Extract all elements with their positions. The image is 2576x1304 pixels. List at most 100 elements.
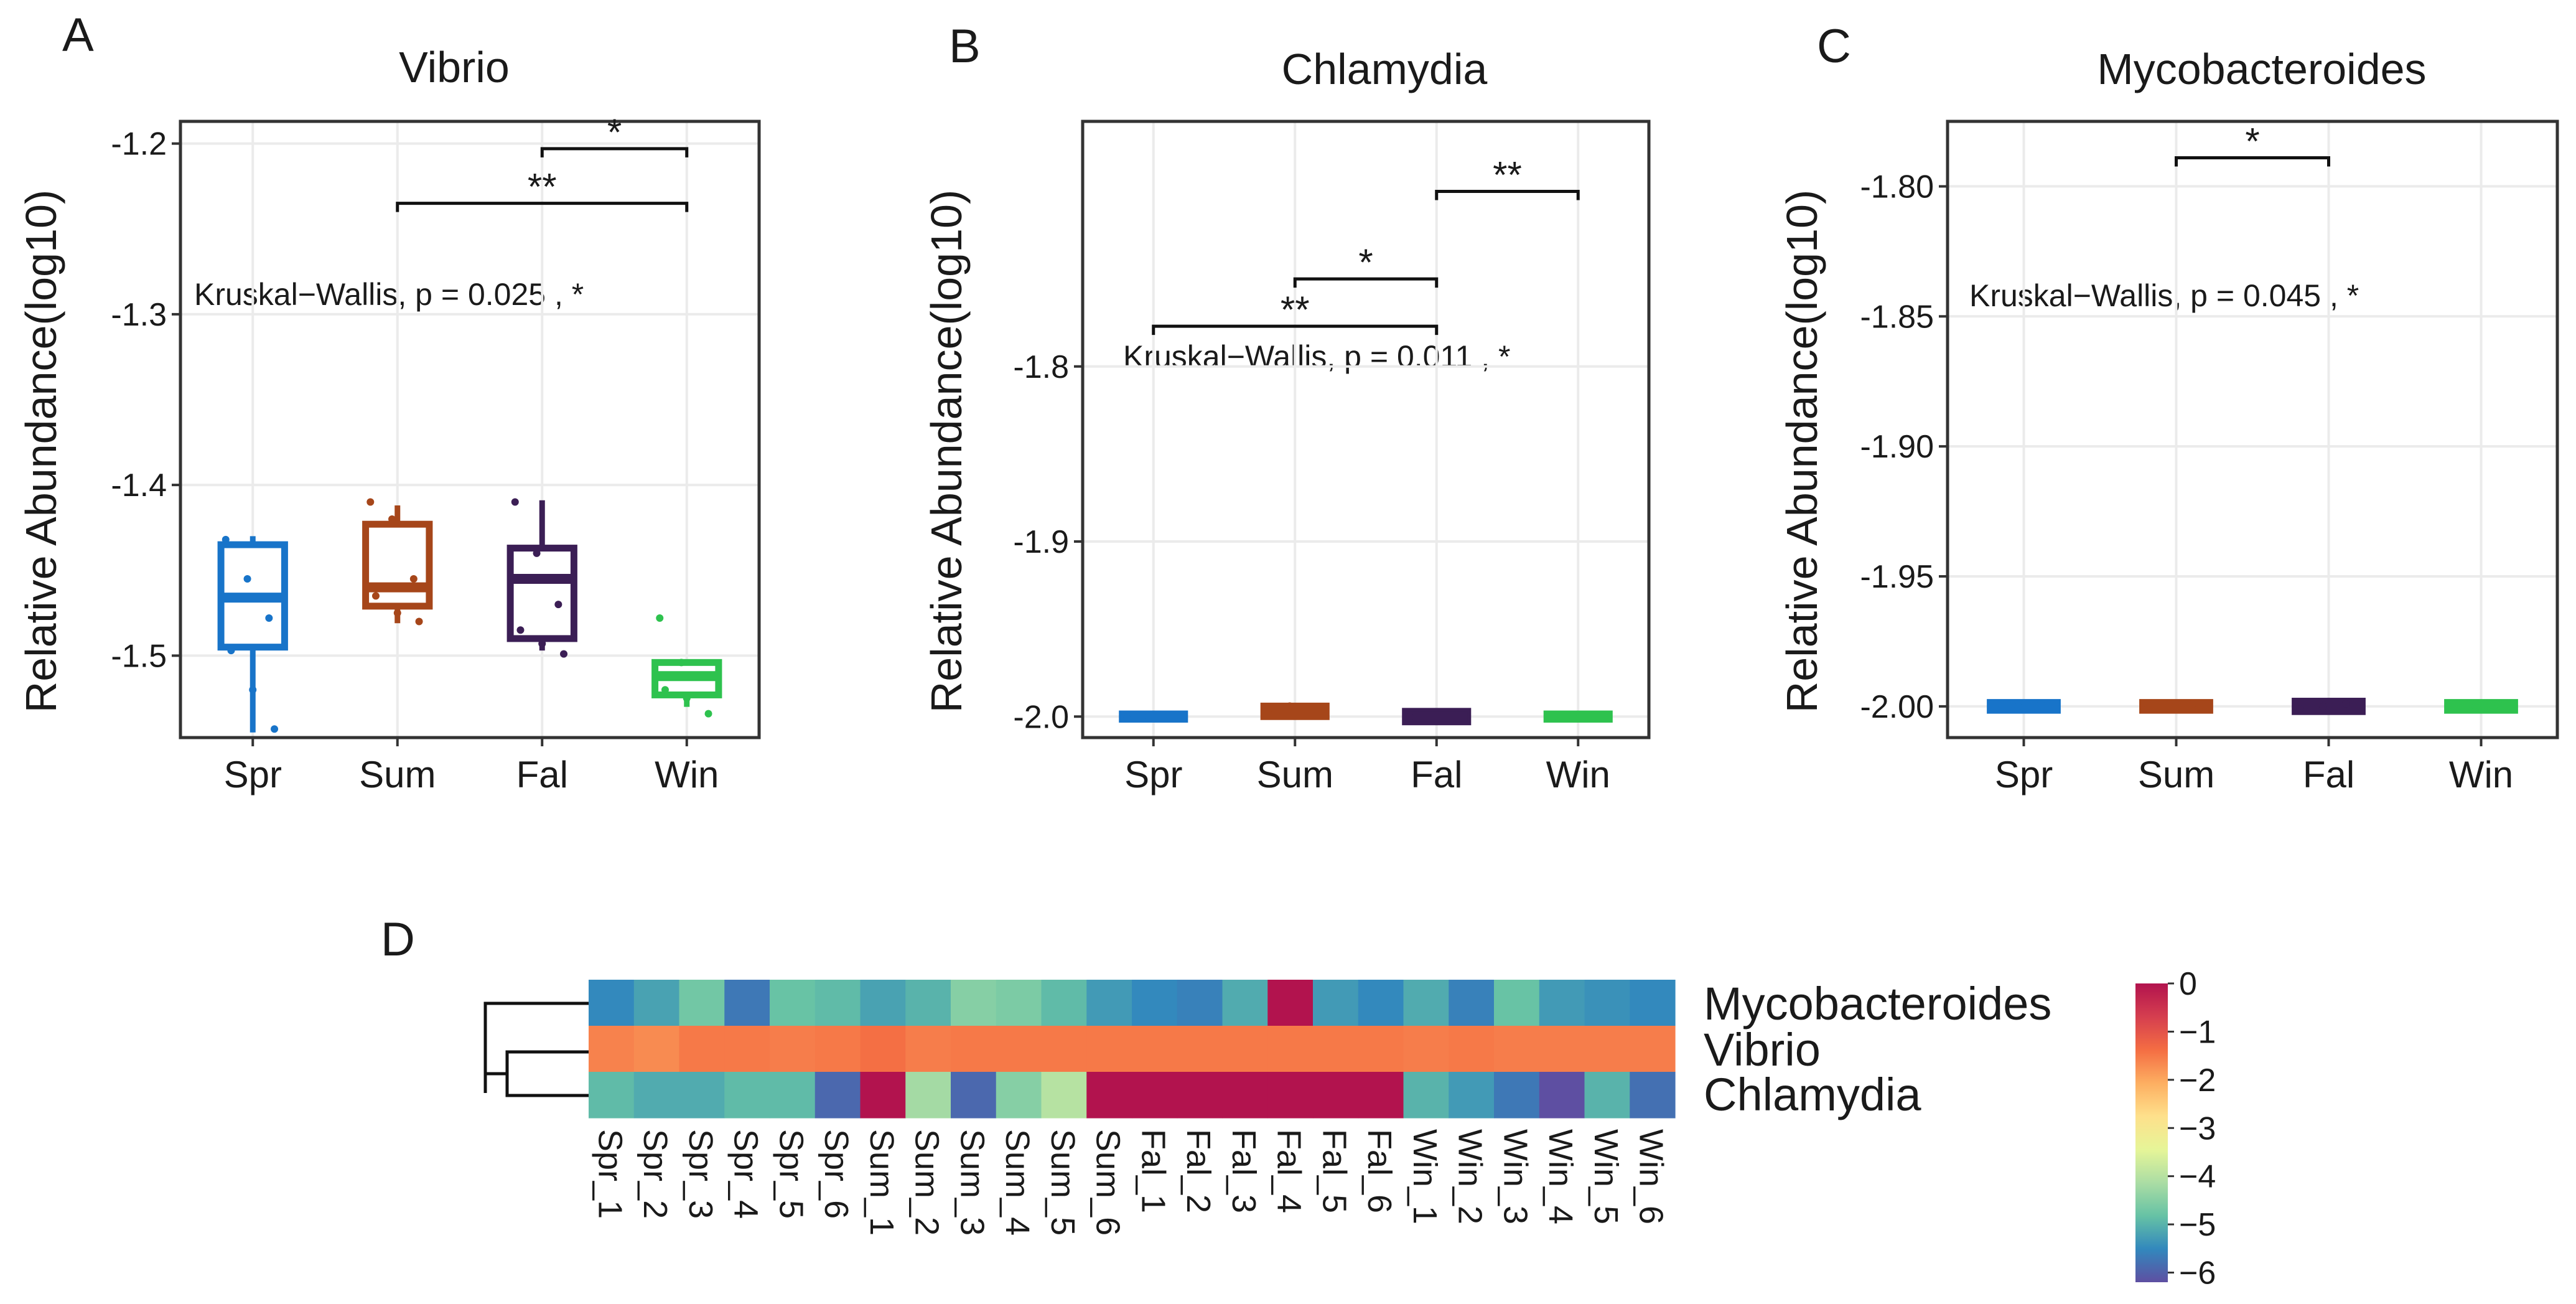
- y-tick-label: -2.00: [1860, 689, 1934, 725]
- x-tick-label: Spr: [1124, 754, 1182, 795]
- heatmap-cell: [1449, 980, 1495, 1026]
- heatmap-cell: [1132, 1072, 1178, 1119]
- data-point: [249, 686, 257, 694]
- heatmap-cell: [1041, 1026, 1087, 1072]
- box-spr: [1987, 699, 2061, 714]
- data-point: [1991, 705, 1999, 713]
- heatmap-dendrogram: [483, 1001, 589, 1097]
- heatmap-column-label: Sum_3: [953, 1129, 991, 1236]
- heatmap-column-label: Win_6: [1633, 1129, 1670, 1224]
- heatmap-cell: [1403, 1026, 1449, 1072]
- heatmap-row-label: Chlamydia: [1704, 1069, 1921, 1120]
- bracket-line: [396, 202, 689, 212]
- panel-letter-c: C: [1817, 20, 1851, 73]
- panel-a-title: Vibrio: [399, 43, 510, 91]
- heatmap-cell: [589, 1072, 635, 1119]
- heatmap-cell: [860, 1072, 906, 1119]
- data-point: [271, 725, 279, 733]
- data-point: [511, 498, 519, 506]
- heatmap-cell: [1403, 980, 1449, 1026]
- data-point: [516, 626, 525, 634]
- heatmap-cell: [1584, 1072, 1630, 1119]
- heatmap-cell: [1313, 1026, 1359, 1072]
- data-point: [560, 650, 568, 658]
- panel-d: D Mycobacteroides Vibrio Chlamydia Spr_1…: [381, 913, 2216, 1292]
- heatmap-colorbar: 0 −1 −2 −3 −4 −5 −6: [2135, 966, 2216, 1292]
- data-point: [2167, 702, 2175, 710]
- plot-frame: [1081, 120, 1651, 739]
- significance-stars: *: [2245, 120, 2259, 162]
- data-point: [1165, 711, 1174, 719]
- heatmap-column-label: Win_1: [1406, 1129, 1444, 1224]
- data-point: [1286, 702, 1294, 710]
- heatmap-column-label: Fal_5: [1315, 1129, 1353, 1213]
- heatmap-cell: [814, 1026, 861, 1072]
- dendrogram-branch-top: [483, 1001, 589, 1093]
- colorbar-tick-label: −3: [2179, 1110, 2216, 1147]
- box-sum: [362, 498, 433, 626]
- heatmap-cell: [1041, 980, 1087, 1026]
- heatmap-cell: [814, 980, 861, 1026]
- heatmap-column-label: Sum_4: [999, 1129, 1036, 1236]
- data-point: [393, 609, 401, 617]
- data-point: [538, 640, 546, 648]
- heatmap-cell: [1132, 980, 1178, 1026]
- panel-c-y-axis-label: Relative Abundance(log10): [1778, 190, 1826, 713]
- data-point: [2296, 705, 2304, 713]
- x-tick-label: Spr: [224, 754, 282, 795]
- box-spr: [1119, 710, 1188, 723]
- heatmap-cell: [1630, 1072, 1676, 1119]
- colorbar-tick-label: −2: [2179, 1062, 2216, 1099]
- data-point: [2341, 700, 2350, 708]
- heatmap-column-label: Fal_6: [1361, 1129, 1398, 1213]
- panel-b-kruskal-annotation: Kruskal−Wallis, p = 0.011 , *: [1123, 339, 1511, 374]
- x-tick-label: Win: [2449, 754, 2513, 795]
- heatmap-cell: [1177, 1072, 1223, 1119]
- heatmap-cell: [1494, 1026, 1540, 1072]
- bracket-line: [1152, 324, 1439, 335]
- y-tick-label: -2.0: [1013, 699, 1069, 735]
- data-point: [243, 575, 251, 583]
- box-spr: [217, 535, 288, 733]
- box-fal: [2292, 698, 2366, 715]
- panel-c: C Mycobacteroides Relative Abundance(log…: [1778, 20, 2559, 795]
- heatmap-cell: [1584, 1026, 1630, 1072]
- bracket-line: [540, 147, 689, 157]
- data-point: [2144, 705, 2152, 713]
- heatmap-cell: [1267, 980, 1314, 1026]
- colorbar-tick-label: −6: [2179, 1255, 2216, 1292]
- heatmap-column-labels: Spr_1 Spr_2 Spr_3 Spr_4 Spr_5 Spr_6 Sum_1 Sum_2…: [591, 1129, 1669, 1236]
- x-tick-label: Win: [655, 754, 719, 795]
- heatmap-row-label: Mycobacteroides: [1704, 978, 2051, 1030]
- y-tick-label: -1.80: [1860, 169, 1934, 205]
- heatmap-row-label: Vibrio: [1704, 1024, 1821, 1076]
- panel-b-title: Chlamydia: [1282, 45, 1488, 93]
- y-tick-label: -1.95: [1860, 559, 1934, 595]
- heatmap-cell: [679, 1026, 725, 1072]
- bracket-line: [1293, 277, 1439, 288]
- heatmap-cell: [1358, 1026, 1404, 1072]
- y-tick-label: -1.9: [1013, 524, 1069, 560]
- y-tick-label: -1.90: [1860, 429, 1934, 465]
- data-point: [683, 694, 691, 702]
- box-win: [2444, 699, 2518, 714]
- heatmap-column-label: Win_2: [1452, 1129, 1489, 1224]
- panel-a-kruskal-annotation: Kruskal−Wallis, p = 0.025 , *: [194, 277, 584, 312]
- data-point: [2319, 702, 2327, 710]
- heatmap-cell: [770, 1026, 816, 1072]
- data-point: [533, 549, 541, 557]
- data-point: [388, 515, 396, 523]
- heatmap-cell: [633, 1072, 680, 1119]
- x-tick-label: Fal: [2303, 754, 2354, 795]
- heatmap-cell: [905, 1072, 951, 1119]
- x-tick-label: Spr: [1995, 754, 2053, 795]
- heatmap-cell: [1267, 1026, 1314, 1072]
- x-tick-label: Fal: [516, 754, 568, 795]
- heatmap-cell: [724, 1072, 770, 1119]
- data-point: [265, 614, 273, 622]
- bracket-line: [1435, 190, 1580, 200]
- box-sum: [1260, 702, 1330, 720]
- plot-frame: [1946, 120, 2559, 739]
- x-tick-label: Win: [1546, 754, 1610, 795]
- data-point: [2037, 700, 2045, 708]
